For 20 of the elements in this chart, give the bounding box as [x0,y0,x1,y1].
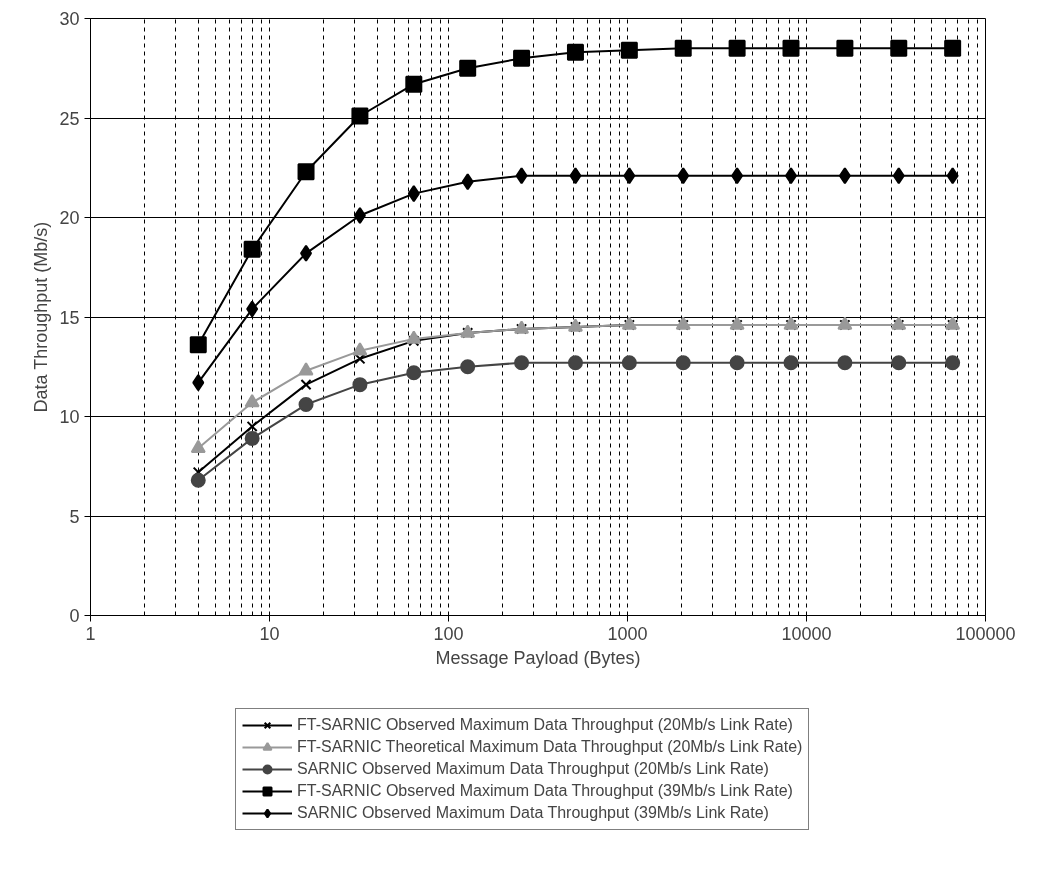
x-tick-label: 1 [85,623,96,644]
x-tick-label: 100 [433,623,464,644]
y-axis-title: Data Throughput (Mb/s) [31,221,52,413]
y-tick-label: 10 [59,407,80,427]
y-tick-label: 0 [69,606,80,626]
x-tick-label: 10 [259,623,280,644]
legend-label: SARNIC Observed Maximum Data Throughput (20Mb/s Link Rate) [297,759,769,779]
legend-label: FT-SARNIC Theoretical Maximum Data Throughput (20Mb/s Link Rate) [297,737,803,757]
legend-label: SARNIC Observed Maximum Data Throughput (39Mb/s Link Rate) [297,803,769,823]
y-tick-label: 5 [69,506,80,527]
y-tick-label: 25 [59,108,80,129]
x-tick-label: 100000 [955,623,1016,644]
legend-label: FT-SARNIC Observed Maximum Data Throughput (39Mb/s Link Rate) [297,781,793,801]
y-tick-label: 15 [59,307,80,328]
y-tick-label: 20 [59,208,80,228]
legend-label: FT-SARNIC Observed Maximum Data Throughput (20Mb/s Link Rate) [297,715,793,735]
x-tick-label: 1000 [607,623,648,644]
y-tick-label: 30 [59,9,80,29]
x-tick-label: 10000 [781,623,832,644]
x-axis-title: Message Payload (Bytes) [435,647,641,668]
